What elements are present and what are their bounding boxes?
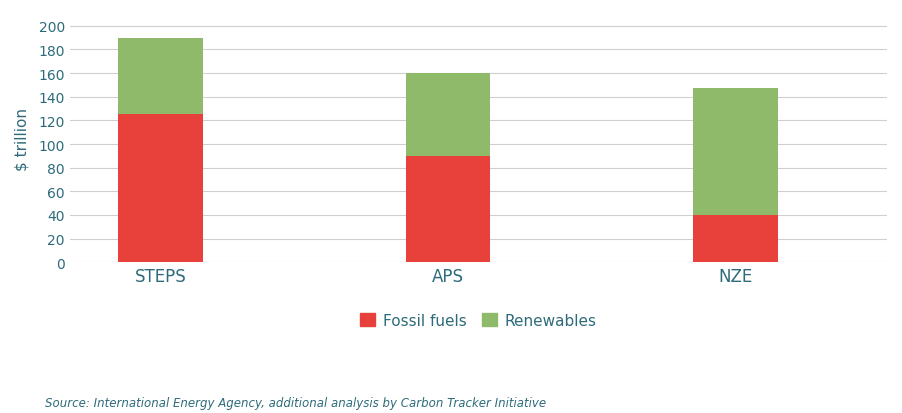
Bar [118, 38, 203, 115]
Bar [406, 157, 491, 263]
Bar [118, 115, 203, 263]
Text: Source: International Energy Agency, additional analysis by Carbon Tracker Initi: Source: International Energy Agency, add… [45, 396, 547, 409]
Y-axis label: $ trillion: $ trillion [15, 107, 30, 170]
Bar [406, 74, 491, 157]
Bar [694, 89, 778, 216]
Bar [694, 216, 778, 263]
Legend: Fossil fuels, Renewables: Fossil fuels, Renewables [354, 307, 603, 334]
